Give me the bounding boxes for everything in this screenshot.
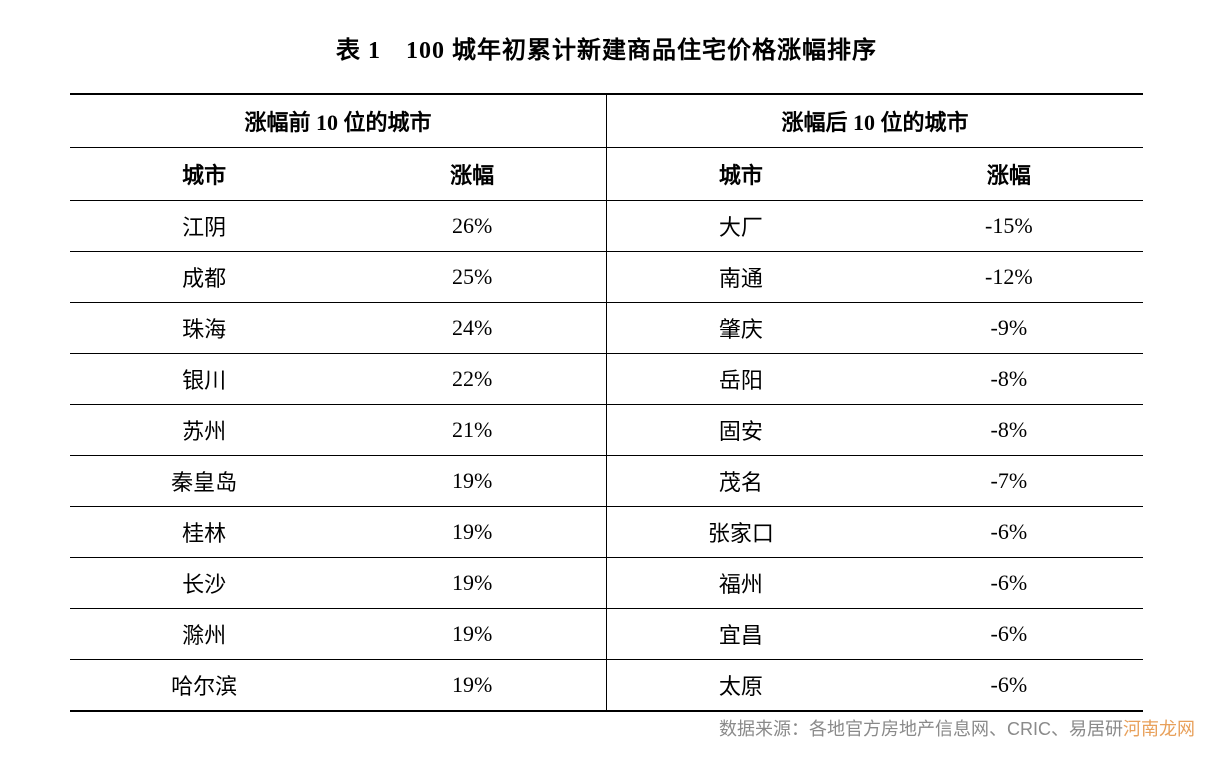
source-text: 数据来源：各地官方房地产信息网、CRIC、易居研: [719, 719, 1123, 739]
table-row: 珠海 24% 肇庆 -9%: [70, 303, 1143, 354]
table-title: 表 1 100 城年初累计新建商品住宅价格涨幅排序: [70, 30, 1143, 65]
bottom-city-cell: 大厂: [607, 201, 875, 252]
top-change-cell: 25%: [338, 252, 606, 303]
sub-header-city-right: 城市: [607, 148, 875, 201]
sub-header-city-left: 城市: [70, 148, 338, 201]
bottom-change-cell: -15%: [875, 201, 1143, 252]
table-row: 哈尔滨 19% 太原 -6%: [70, 660, 1143, 712]
sub-header-change-right: 涨幅: [875, 148, 1143, 201]
source-note: 数据来源：各地官方房地产信息网、CRIC、易居研河南龙网: [719, 715, 1195, 741]
table-row: 江阴 26% 大厂 -15%: [70, 201, 1143, 252]
table-row: 桂林 19% 张家口 -6%: [70, 507, 1143, 558]
table-row: 成都 25% 南通 -12%: [70, 252, 1143, 303]
group-header-bottom10: 涨幅后 10 位的城市: [607, 94, 1144, 148]
table-row: 秦皇岛 19% 茂名 -7%: [70, 456, 1143, 507]
bottom-change-cell: -6%: [875, 660, 1143, 712]
bottom-change-cell: -9%: [875, 303, 1143, 354]
top-city-cell: 银川: [70, 354, 338, 405]
table-row: 长沙 19% 福州 -6%: [70, 558, 1143, 609]
bottom-city-cell: 茂名: [607, 456, 875, 507]
price-change-table: 涨幅前 10 位的城市 涨幅后 10 位的城市 城市 涨幅 城市 涨幅 江阴 2…: [70, 93, 1143, 712]
bottom-city-cell: 肇庆: [607, 303, 875, 354]
sub-header-change-left: 涨幅: [338, 148, 606, 201]
top-city-cell: 江阴: [70, 201, 338, 252]
top-change-cell: 24%: [338, 303, 606, 354]
top-city-cell: 哈尔滨: [70, 660, 338, 712]
top-city-cell: 秦皇岛: [70, 456, 338, 507]
bottom-city-cell: 张家口: [607, 507, 875, 558]
table-row: 苏州 21% 固安 -8%: [70, 405, 1143, 456]
top-change-cell: 21%: [338, 405, 606, 456]
table-row: 滁州 19% 宜昌 -6%: [70, 609, 1143, 660]
table-row: 银川 22% 岳阳 -8%: [70, 354, 1143, 405]
watermark-text: 河南龙网: [1123, 719, 1195, 739]
bottom-city-cell: 宜昌: [607, 609, 875, 660]
top-change-cell: 26%: [338, 201, 606, 252]
bottom-city-cell: 岳阳: [607, 354, 875, 405]
sub-header-row: 城市 涨幅 城市 涨幅: [70, 148, 1143, 201]
top-change-cell: 19%: [338, 507, 606, 558]
top-change-cell: 19%: [338, 609, 606, 660]
bottom-change-cell: -6%: [875, 558, 1143, 609]
top-city-cell: 成都: [70, 252, 338, 303]
group-header-row: 涨幅前 10 位的城市 涨幅后 10 位的城市: [70, 94, 1143, 148]
top-change-cell: 22%: [338, 354, 606, 405]
bottom-change-cell: -7%: [875, 456, 1143, 507]
bottom-change-cell: -6%: [875, 609, 1143, 660]
top-change-cell: 19%: [338, 456, 606, 507]
bottom-city-cell: 固安: [607, 405, 875, 456]
bottom-change-cell: -8%: [875, 354, 1143, 405]
table-body: 江阴 26% 大厂 -15% 成都 25% 南通 -12% 珠海 24% 肇庆 …: [70, 201, 1143, 712]
bottom-change-cell: -12%: [875, 252, 1143, 303]
top-change-cell: 19%: [338, 558, 606, 609]
top-change-cell: 19%: [338, 660, 606, 712]
bottom-city-cell: 太原: [607, 660, 875, 712]
bottom-change-cell: -8%: [875, 405, 1143, 456]
top-city-cell: 滁州: [70, 609, 338, 660]
top-city-cell: 长沙: [70, 558, 338, 609]
group-header-top10: 涨幅前 10 位的城市: [70, 94, 607, 148]
bottom-city-cell: 南通: [607, 252, 875, 303]
top-city-cell: 桂林: [70, 507, 338, 558]
top-city-cell: 珠海: [70, 303, 338, 354]
top-city-cell: 苏州: [70, 405, 338, 456]
bottom-city-cell: 福州: [607, 558, 875, 609]
bottom-change-cell: -6%: [875, 507, 1143, 558]
price-change-table-container: 涨幅前 10 位的城市 涨幅后 10 位的城市 城市 涨幅 城市 涨幅 江阴 2…: [70, 93, 1143, 712]
